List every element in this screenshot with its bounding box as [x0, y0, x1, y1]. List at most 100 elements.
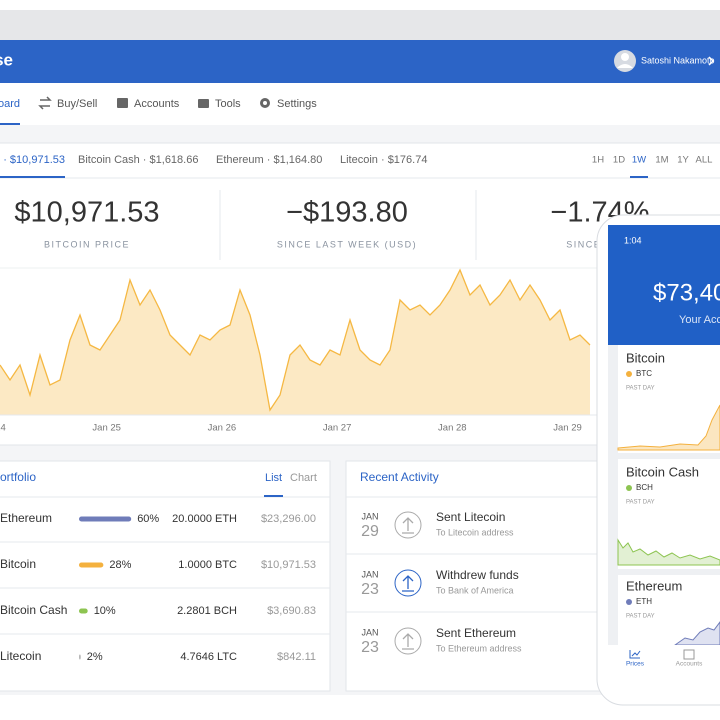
stat-label: BITCOIN PRICE [44, 239, 130, 249]
value: $3,690.83 [267, 605, 316, 617]
ticker[interactable]: Bitcoin · $10,971.53 [0, 154, 65, 166]
avatar-body [617, 64, 633, 68]
arrow [402, 575, 414, 592]
period: PAST DAY [626, 500, 655, 506]
coin-symbol: BTC [636, 369, 652, 378]
coin-dot [626, 371, 632, 377]
range[interactable]: 1Y [677, 155, 689, 166]
value: $23,296.00 [261, 513, 316, 525]
x-tick-label: Jan 26 [208, 423, 237, 434]
activity-title: Withdrew funds [436, 568, 519, 582]
logo: coinbase [0, 50, 13, 69]
percent: 60% [137, 513, 159, 525]
coin-name: Ethereum [626, 578, 682, 593]
nav [0, 83, 720, 125]
percent: 10% [94, 605, 116, 617]
browser-bar [0, 10, 720, 40]
stat-label: SINCE LAST WEEK (USD) [277, 239, 417, 249]
percent-bar [79, 608, 88, 614]
activity-icon [394, 511, 422, 539]
percent: 2% [87, 651, 103, 663]
period: PAST DAY [626, 614, 655, 620]
asset-name: Bitcoin [0, 557, 36, 571]
x-tick-label: Jan 25 [92, 423, 121, 434]
percent: 28% [109, 559, 131, 571]
card-title: Portfolio [0, 470, 36, 484]
activity-icon [394, 569, 422, 597]
x-tick-label: Jan 28 [438, 423, 467, 434]
activity-title: Sent Ethereum [436, 626, 516, 640]
tab-icon [683, 649, 695, 660]
phone-card [618, 345, 720, 453]
coin-name: Bitcoin Cash [626, 464, 699, 479]
card-title: Recent Activity [360, 470, 439, 484]
range[interactable]: 1M [655, 155, 668, 166]
range[interactable]: 1W [632, 155, 646, 166]
coin-dot [626, 599, 632, 605]
range[interactable]: ALL [696, 155, 713, 166]
day: 23 [361, 581, 379, 598]
coin-dot [626, 485, 632, 491]
activity-subtitle: To Ethereum address [436, 643, 522, 653]
amount: 2.2801 BCH [177, 605, 237, 617]
range[interactable]: 1D [613, 155, 625, 166]
ticker[interactable]: Bitcoin Cash · $1,618.66 [78, 154, 198, 166]
nav-item[interactable]: Settings [277, 98, 317, 110]
x-tick-label: Jan 27 [323, 423, 352, 434]
sparkline [617, 538, 720, 566]
nav-item[interactable]: Buy/Sell [57, 98, 97, 110]
percent-bar [79, 562, 104, 568]
activity-title: Sent Litecoin [436, 510, 505, 524]
coin-symbol: ETH [636, 597, 652, 606]
phone-time: 1:04 [624, 235, 642, 245]
phone: 1:04 $73,40 Your Acc Bitcoin BTC PAST DAY Bitc… [596, 214, 720, 706]
chevron [708, 56, 715, 66]
amount: 1.0000 BTC [178, 559, 237, 571]
asset-name: Litecoin [0, 649, 41, 663]
phone-tab[interactable]: Accounts [676, 661, 703, 668]
sparkline [673, 621, 720, 646]
amount: 4.7646 LTC [180, 651, 237, 663]
activity-subtitle: To Bank of America [436, 585, 514, 595]
percent-bar [79, 654, 81, 660]
phone-balance-label: Your Acc [679, 314, 720, 326]
ticker[interactable]: Ethereum · $1,164.80 [216, 154, 322, 166]
nav-item[interactable]: Tools [215, 98, 241, 110]
portfolio-card [0, 460, 331, 692]
avatar-head [621, 53, 629, 61]
phone-balance: $73,40 [653, 279, 720, 306]
x-tick-label: Jan 24 [0, 423, 6, 434]
asset-name: Ethereum [0, 511, 52, 525]
arrow [402, 517, 414, 534]
nav-item[interactable]: Dashboard [0, 98, 20, 110]
day: 29 [361, 523, 379, 540]
x-tick-label: Jan 29 [553, 423, 582, 434]
month: JAN [361, 511, 378, 521]
month: JAN [361, 627, 378, 637]
phone-tab[interactable]: Prices [626, 661, 645, 668]
arrow [402, 633, 414, 650]
ticker[interactable]: Litecoin · $176.74 [340, 154, 427, 166]
percent-bar [79, 516, 132, 522]
tab[interactable]: List [265, 472, 282, 484]
month: JAN [361, 569, 378, 579]
activity-subtitle: To Litecoin address [436, 527, 514, 537]
stat-value: −$193.80 [286, 197, 408, 229]
amount: 20.0000 ETH [172, 513, 237, 525]
value: $842.11 [277, 651, 316, 663]
day: 23 [361, 639, 379, 656]
tab[interactable]: Chart [290, 472, 317, 484]
value: $10,971.53 [261, 559, 316, 571]
user-name: Satoshi Nakamoto [641, 55, 715, 65]
icon-hole [263, 101, 267, 105]
period: PAST DAY [626, 386, 655, 392]
range[interactable]: 1H [592, 155, 604, 166]
area-line [0, 268, 591, 412]
area-fill [0, 270, 590, 415]
sparkline [617, 404, 720, 451]
nav-item[interactable]: Accounts [134, 98, 180, 110]
coin-symbol: BCH [636, 483, 653, 492]
coin-name: Bitcoin [626, 350, 665, 365]
